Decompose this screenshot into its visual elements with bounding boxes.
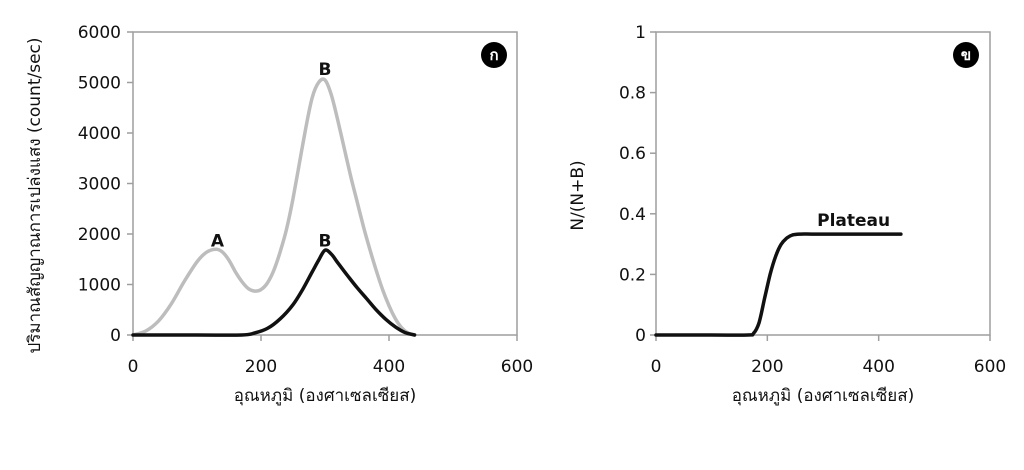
plot-frame	[655, 31, 991, 336]
y-tick-label: 0	[635, 326, 646, 346]
y-tick-label: 2000	[78, 225, 121, 245]
x-tick-label: 400	[862, 357, 894, 377]
x-tick-label: 600	[974, 357, 1006, 377]
y-tick-label: 0.8	[619, 84, 646, 104]
y-axis-title: ปริมาณสัญญาณการเปล่งแสง (count/sec)	[25, 37, 45, 353]
panel-badge	[481, 42, 507, 68]
x-axis-title: อุณหภูมิ (องศาเซลเซียส)	[732, 386, 915, 406]
y-tick-label: 0	[110, 326, 121, 346]
y-tick-label: 6000	[78, 23, 121, 43]
chart-panel-a: 0 1000 2000 3000 4000 5000 6000 0 200 400 600 อุณหภ…	[25, 23, 533, 406]
x-tick-label: 200	[245, 357, 277, 377]
annotation-label: Plateau	[817, 211, 890, 231]
x-tick-label: 0	[651, 357, 662, 377]
series-line-0	[654, 232, 903, 337]
y-tick-label: 0.6	[619, 144, 646, 164]
y-tick-label: 1000	[78, 276, 121, 296]
x-tick-label: 200	[751, 357, 783, 377]
chart-panel-b: 0 0.2 0.4 0.6 0.8 1 0 200 400 600 อุณหภูมิ (องศาเซ…	[568, 23, 1006, 406]
series-line-1	[131, 248, 417, 337]
y-tick-label: 0.4	[619, 205, 646, 225]
y-tick-label: 3000	[78, 175, 121, 195]
panel-badge-label: ข	[961, 46, 971, 64]
x-axis-title: อุณหภูมิ (องศาเซลเซียส)	[234, 386, 417, 406]
y-tick-label: 5000	[78, 74, 121, 94]
y-tick-label: 0.2	[619, 265, 646, 285]
y-axis-title: N/(N+B)	[568, 160, 588, 230]
x-tick-label: 400	[373, 357, 405, 377]
annotation-label: B	[319, 60, 332, 80]
annotation-label: A	[211, 232, 225, 252]
x-tick-label: 0	[128, 357, 139, 377]
y-tick-label: 4000	[78, 124, 121, 144]
series-line-0	[131, 77, 417, 337]
panel-badge-label: ก	[489, 46, 498, 64]
y-tick-label: 1	[635, 23, 646, 43]
panel-badge	[953, 42, 979, 68]
x-tick-label: 600	[501, 357, 533, 377]
annotation-label: B	[319, 232, 332, 252]
